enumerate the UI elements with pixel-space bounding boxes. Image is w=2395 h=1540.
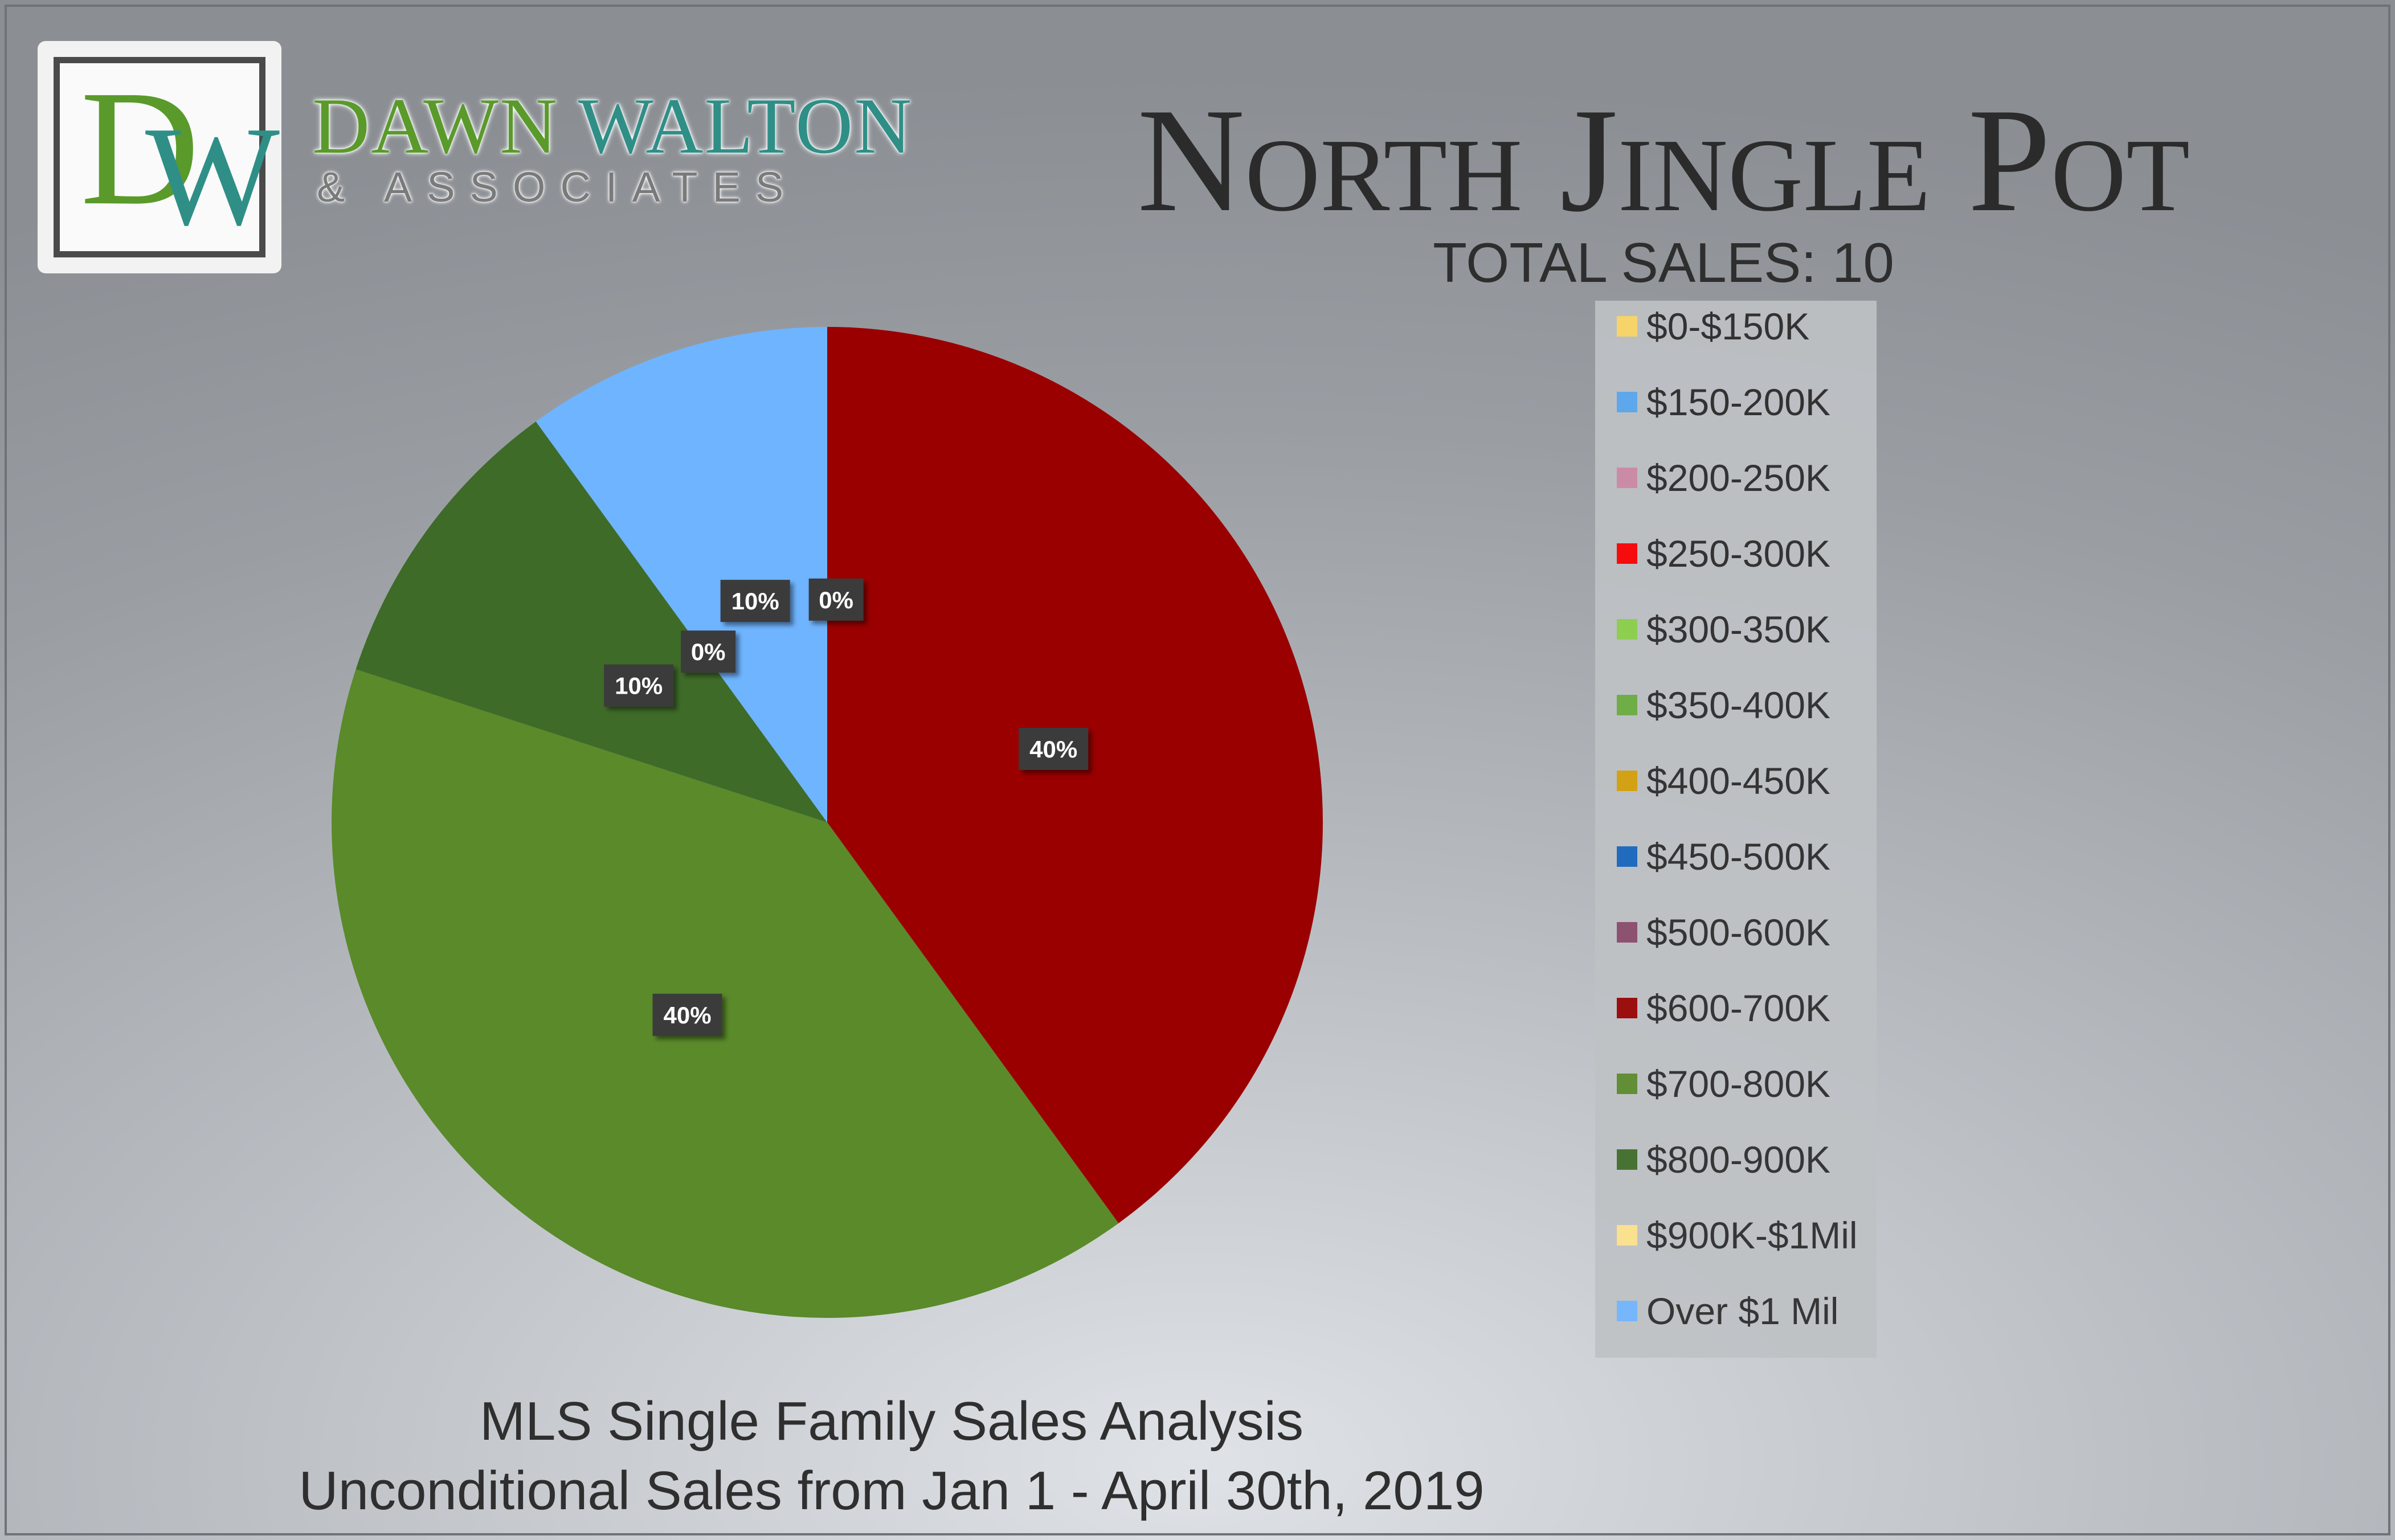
legend-label: $250-300K <box>1646 533 1830 575</box>
legend-label: $150-200K <box>1646 381 1830 423</box>
data-label-900k-1mil: 0% <box>681 630 736 673</box>
legend-item-250-300k: $250-300K <box>1617 528 1830 579</box>
data-label-box <box>652 993 722 1036</box>
legend-item-350-400k: $350-400K <box>1617 679 1830 731</box>
data-label-600-700k: 40% <box>1019 727 1089 770</box>
legend-swatch <box>1617 771 1637 791</box>
legend-swatch <box>1617 695 1637 715</box>
data-label-box <box>720 580 790 622</box>
data-label-text: 0% <box>691 638 726 665</box>
legend-swatch <box>1617 1074 1637 1094</box>
data-label-box <box>1019 727 1089 770</box>
legend-item-over-1-mil: Over $1 Mil <box>1617 1285 1838 1337</box>
legend-item-600-700k: $600-700K <box>1617 982 1830 1034</box>
data-label-box <box>604 664 674 707</box>
legend-item-300-350k: $300-350K <box>1617 604 1830 655</box>
pie-slice-over-1-mil <box>536 327 827 822</box>
data-label-text: 10% <box>731 588 779 615</box>
legend-item-400-450k: $400-450K <box>1617 755 1830 806</box>
legend-swatch <box>1617 619 1637 640</box>
legend-label: $350-400K <box>1646 684 1830 726</box>
brand-subtitle: & ASSOCIATES <box>317 163 799 211</box>
legend-swatch <box>1617 543 1637 564</box>
legend-label: $800-900K <box>1646 1138 1830 1181</box>
footer-line-2: Unconditional Sales from Jan 1 - April 3… <box>299 1460 1485 1521</box>
legend-swatch <box>1617 468 1637 488</box>
legend-swatch <box>1617 316 1637 337</box>
data-label-over-1-mil: 10% <box>720 580 790 622</box>
brand-name: DAWN WALTON <box>312 87 913 166</box>
legend-label: $900K-$1Mil <box>1646 1214 1858 1256</box>
chart-title: North Jingle Pot <box>1137 77 2190 243</box>
data-label-text: 10% <box>615 673 663 699</box>
legend-swatch <box>1617 1225 1637 1246</box>
legend-item-200-250k: $200-250K <box>1617 452 1830 503</box>
brand-first-name: DAWN <box>312 82 559 170</box>
logo-frame: D W <box>54 56 280 257</box>
legend-item-150-200k: $150-200K <box>1617 376 1830 428</box>
data-label-text: 40% <box>664 1002 712 1029</box>
legend-label: $700-800K <box>1646 1063 1830 1105</box>
legend-label: $500-600K <box>1646 911 1830 953</box>
logo-letter-w: W <box>145 97 280 255</box>
brand-last-name: WALTON <box>578 82 913 170</box>
legend-swatch <box>1617 392 1637 412</box>
legend-label: $0-$150K <box>1646 305 1810 347</box>
legend-item-800-900k: $800-900K <box>1617 1134 1830 1185</box>
pie-slice-600-700k <box>827 327 1323 1223</box>
legend-label: $200-250K <box>1646 457 1830 499</box>
legend-label: $300-350K <box>1646 608 1830 650</box>
data-label-box <box>808 578 864 621</box>
legend-label: $400-450K <box>1646 760 1830 802</box>
legend-item-700-800k: $700-800K <box>1617 1058 1830 1109</box>
total-sales: TOTAL SALES: 10 <box>1433 231 1894 294</box>
pie-slice-800-900k <box>355 421 827 822</box>
footer-line-1: MLS Single Family Sales Analysis <box>480 1391 1303 1452</box>
legend-swatch <box>1617 846 1637 867</box>
logo: D W <box>38 41 281 273</box>
data-label-800-900k: 10% <box>604 664 674 707</box>
data-label-box <box>681 630 736 673</box>
legend-item-500-600k: $500-600K <box>1617 907 1830 958</box>
data-label-0-150k: 0% <box>808 578 864 621</box>
legend-item-900k-1mil: $900K-$1Mil <box>1617 1210 1858 1261</box>
logo-letter-d: D <box>80 56 200 239</box>
legend-label: $450-500K <box>1646 835 1830 878</box>
data-label-text: 0% <box>819 587 853 613</box>
legend-item-0-150k: $0-$150K <box>1617 301 1809 352</box>
legend-swatch <box>1617 1149 1637 1170</box>
legend-item-450-500k: $450-500K <box>1617 831 1830 882</box>
pie-slice-700-800k <box>332 669 1119 1318</box>
legend-swatch <box>1617 998 1637 1018</box>
chart-legend: $0-$150K $150-200K $200-250K $250-300K $300-… <box>1595 301 1877 1358</box>
legend-label: $600-700K <box>1646 987 1830 1029</box>
legend-swatch <box>1617 922 1637 943</box>
legend-label: Over $1 Mil <box>1646 1290 1839 1332</box>
legend-swatch <box>1617 1301 1637 1321</box>
data-label-text: 40% <box>1029 736 1077 763</box>
data-label-700-800k: 40% <box>652 993 722 1036</box>
